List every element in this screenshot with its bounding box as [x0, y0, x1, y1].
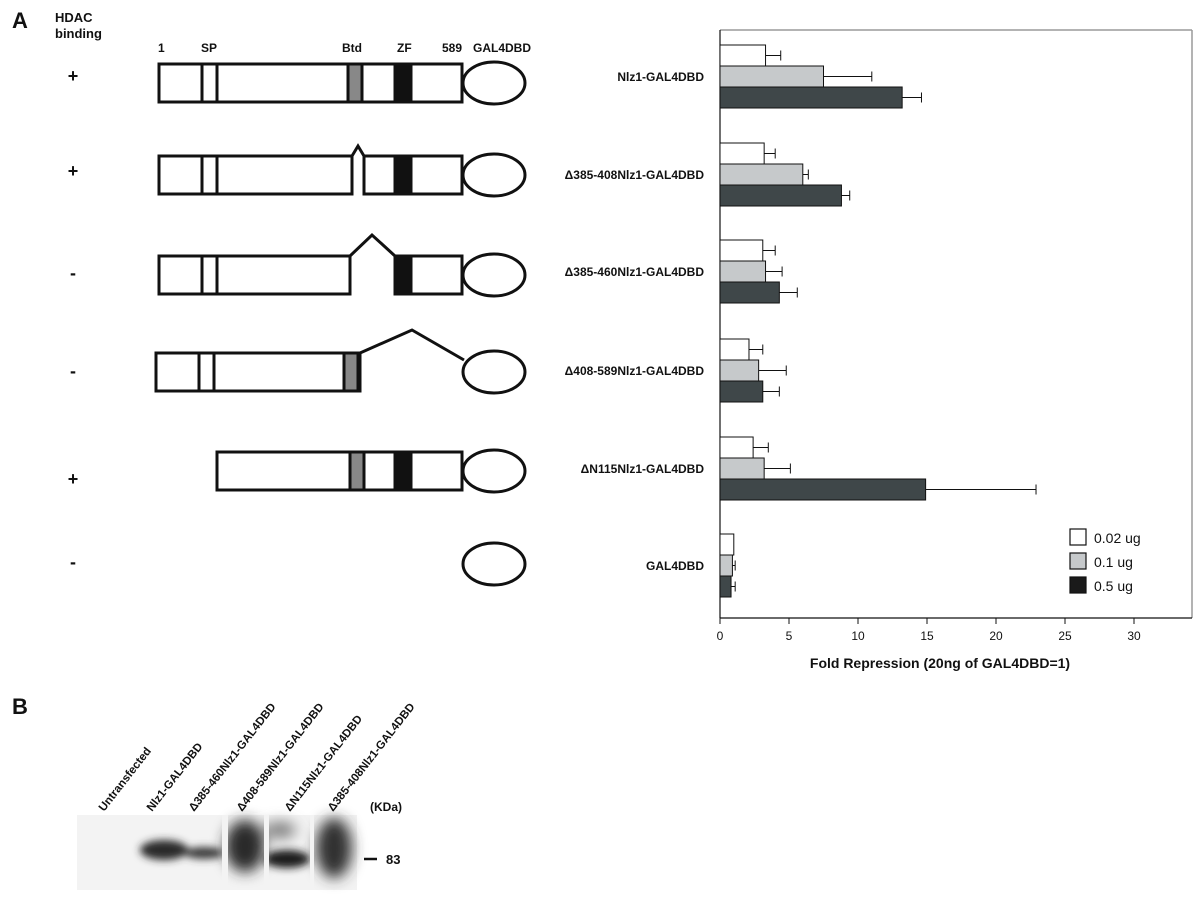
legend-label-0-02ug: 0.02 ug	[1094, 530, 1141, 546]
lane-label-6: Δ385-408Nlz1-GAL4DBD	[326, 701, 418, 814]
label-gal4dbd: GAL4DBD	[473, 41, 531, 55]
label-residue-1: 1	[158, 41, 165, 55]
lane-label-3: Δ385-460Nlz1-GAL4DBD	[187, 701, 279, 814]
x-tick-label-25: 25	[1058, 629, 1072, 643]
bar-3-series-1	[719, 239, 764, 262]
legend-swatch-0-02ug	[1069, 528, 1087, 546]
chart-legend: 0.02 ug 0.1 ug 0.5 ug	[1069, 528, 1141, 594]
x-tick-label-5: 5	[786, 629, 793, 643]
x-tick-label-0: 0	[717, 629, 724, 643]
x-tick-label-15: 15	[920, 629, 934, 643]
chart-x-axis: 0 5 10 15 20 25 30	[717, 618, 1141, 643]
bar-2-series-2	[719, 163, 804, 186]
panel-a-label: A	[12, 8, 28, 33]
category-label-3: Δ385-460Nlz1-GAL4DBD	[565, 265, 705, 279]
bar-4-series-1	[719, 338, 750, 361]
western-blot-image	[77, 815, 357, 890]
chart-marks	[719, 44, 1037, 598]
construct-delta-385-408	[157, 143, 527, 198]
lane-label-4: Δ408-589Nlz1-GAL4DBD	[235, 701, 327, 814]
bar-2-series-3	[719, 184, 842, 207]
bar-6-series-2	[719, 554, 733, 577]
construct-delta-408-589	[154, 328, 527, 395]
bar-6-series-3	[719, 575, 732, 598]
construct-delta-385-460	[157, 232, 527, 298]
label-zf: ZF	[397, 41, 412, 55]
bar-5-series-1	[719, 436, 754, 459]
bar-1-series-1	[719, 44, 767, 67]
marker-83-label: 83	[386, 852, 400, 867]
legend-swatch-0-1ug	[1069, 552, 1087, 570]
bar-2-series-1	[719, 142, 765, 165]
bar-4-series-2	[719, 359, 760, 382]
bar-5-series-2	[719, 457, 765, 480]
category-label-6: GAL4DBD	[646, 559, 704, 573]
category-label-2: Δ385-408Nlz1-GAL4DBD	[565, 168, 705, 182]
bar-5-series-3	[719, 478, 927, 501]
hdac-heading-line2: binding	[55, 26, 102, 41]
x-tick-label-10: 10	[851, 629, 865, 643]
category-label-5: ΔN115Nlz1-GAL4DBD	[581, 462, 705, 476]
bar-4-series-3	[719, 380, 764, 403]
legend-label-0-5ug: 0.5 ug	[1094, 578, 1133, 594]
construct-delta-n115	[215, 448, 527, 494]
chart-category-labels: Nlz1-GAL4DBD Δ385-408Nlz1-GAL4DBD Δ385-460…	[565, 70, 705, 573]
category-label-4: Δ408-589Nlz1-GAL4DBD	[565, 364, 705, 378]
bar-6-series-1	[719, 533, 735, 556]
chart-x-axis-label: Fold Repression (20ng of GAL4DBD=1)	[810, 655, 1070, 671]
hdac-binding-row-2: +	[68, 161, 79, 181]
category-label-1: Nlz1-GAL4DBD	[617, 70, 704, 84]
label-residue-589: 589	[442, 41, 462, 55]
label-sp: SP	[201, 41, 217, 55]
chart-plot-area	[719, 29, 1193, 619]
hdac-heading-line1: HDAC	[55, 10, 93, 25]
legend-label-0-1ug: 0.1 ug	[1094, 554, 1133, 570]
panel-b-label: B	[12, 694, 28, 719]
hdac-binding-row-1: +	[68, 66, 79, 86]
blot-unit-label: (KDa)	[370, 800, 402, 814]
bar-3-series-3	[719, 281, 780, 304]
hdac-binding-row-3: -	[70, 263, 76, 283]
lane-label-1: Untransfected	[97, 746, 154, 814]
hdac-binding-row-6: -	[70, 552, 76, 572]
western-blot-lane-labels: Untransfected Nlz1-GAL4DBD Δ385-460Nlz1-…	[97, 701, 418, 814]
bar-1-series-3	[719, 86, 903, 109]
hdac-binding-row-4: -	[70, 361, 76, 381]
label-btd: Btd	[342, 41, 362, 55]
x-tick-label-30: 30	[1127, 629, 1141, 643]
hdac-binding-row-5: +	[68, 469, 79, 489]
construct-nlz1-full	[157, 60, 527, 106]
construct-gal4dbd-only	[461, 541, 527, 587]
bar-1-series-2	[719, 65, 824, 88]
bar-3-series-2	[719, 260, 767, 283]
legend-swatch-0-5ug	[1069, 576, 1087, 594]
x-tick-label-20: 20	[989, 629, 1003, 643]
